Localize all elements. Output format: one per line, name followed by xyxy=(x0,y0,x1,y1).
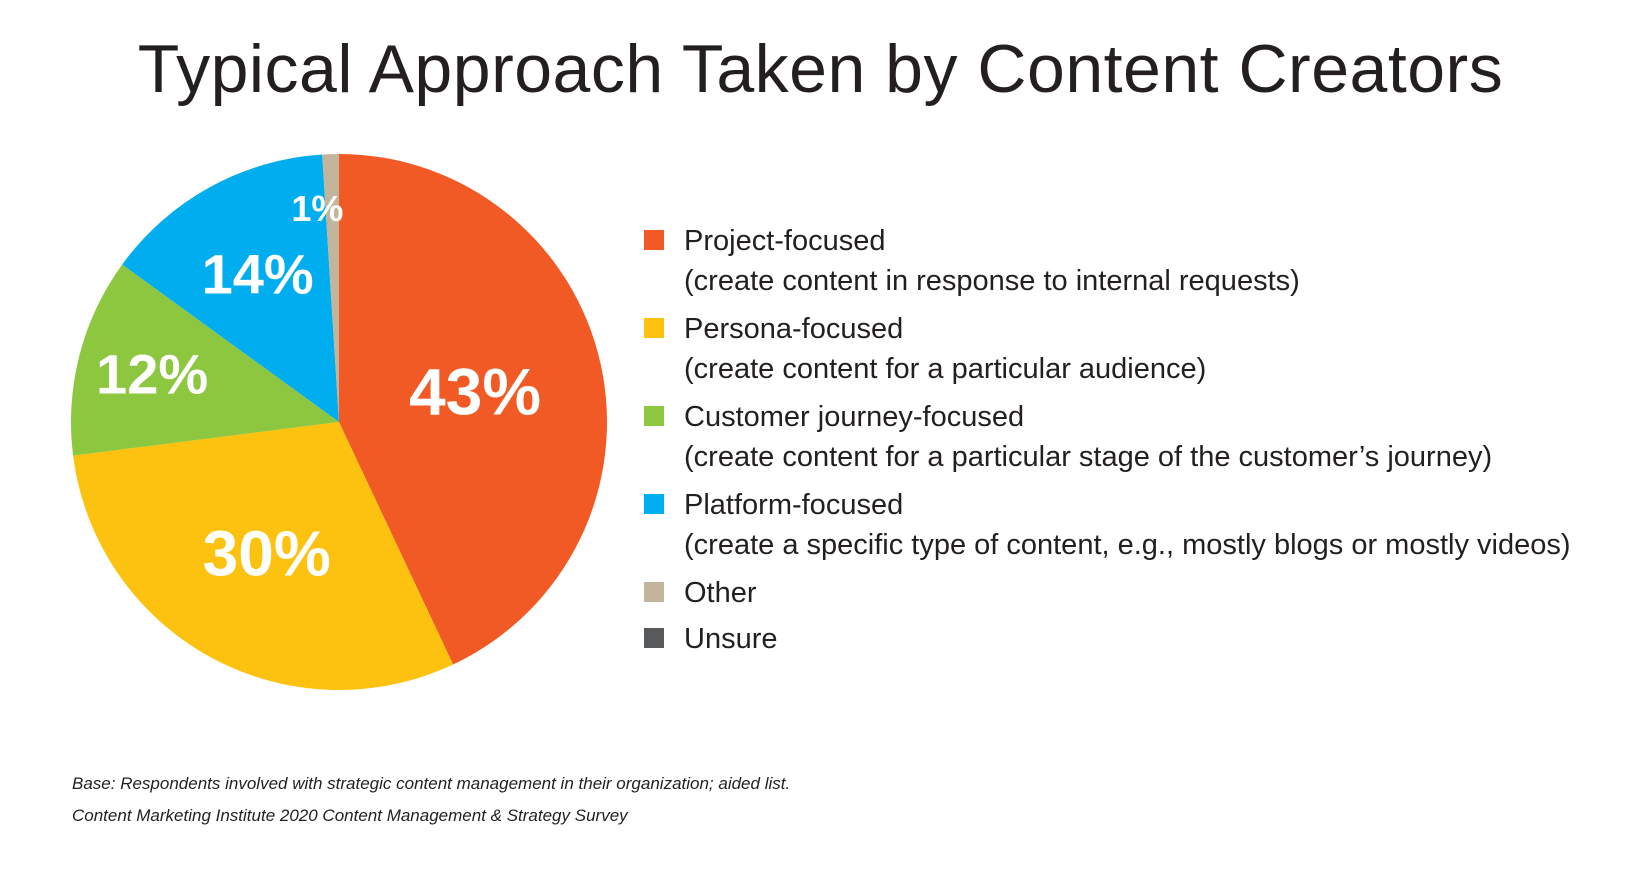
legend-name: Project-focused xyxy=(684,225,886,257)
slice-label-persona-focused: 30% xyxy=(203,518,331,590)
base-note: Base: Respondents involved with strategi… xyxy=(72,774,791,793)
legend-name: Unsure xyxy=(684,623,778,655)
legend-item-other: Other xyxy=(644,574,1624,612)
pie-slice-platform-focused xyxy=(122,154,340,422)
pie-slice-project-focused xyxy=(339,154,608,665)
pie-slice-persona-focused xyxy=(73,422,454,690)
legend-item-platform-focused: Platform-focused (create a specific type … xyxy=(644,486,1624,566)
legend-description: (create content for a particular stage o… xyxy=(684,441,1493,473)
legend-swatch xyxy=(644,582,664,602)
chart-title: Typical Approach Taken by Content Creato… xyxy=(137,31,1504,107)
legend-swatch xyxy=(644,406,664,426)
slice-label-platform-focused: 14% xyxy=(202,243,314,306)
pie-slice-customer-journey-focused xyxy=(70,264,339,456)
legend-description: (create content for a particular audienc… xyxy=(684,353,1207,385)
legend-name: Customer journey-focused xyxy=(684,401,1025,433)
legend-swatch xyxy=(644,318,664,338)
legend-description: (create content in response to internal … xyxy=(684,265,1300,297)
legend-description: (create a specific type of content, e.g.… xyxy=(684,529,1571,561)
legend-swatch xyxy=(644,628,664,648)
slice-label-project-focused: 43% xyxy=(409,355,541,429)
legend-item-project-focused: Project-focused (create content in respon… xyxy=(644,222,1624,302)
legend-item-customer-journey-focused: Customer journey-focused (create content … xyxy=(644,398,1624,478)
footer: Base: Respondents involved with strategi… xyxy=(72,768,790,832)
slice-label-customer-journey-focused: 12% xyxy=(96,343,208,406)
legend-swatch xyxy=(644,494,664,514)
slice-label-other: 1% xyxy=(291,188,343,229)
legend-item-persona-focused: Persona-focused (create content for a par… xyxy=(644,310,1624,390)
pie-chart: 43% 30% 12% 14% 1% 0% xyxy=(70,140,608,690)
legend-swatch xyxy=(644,230,664,250)
legend-name: Platform-focused xyxy=(684,489,904,521)
legend-item-unsure: Unsure xyxy=(644,620,1624,658)
legend-name: Persona-focused xyxy=(684,313,904,345)
source-note: Content Marketing Institute 2020 Content… xyxy=(72,806,628,825)
legend-name: Other xyxy=(684,577,757,609)
legend: Project-focused (create content in respon… xyxy=(644,222,1624,666)
pie-slice-other xyxy=(322,154,339,422)
slice-label-unsure: 0% xyxy=(261,140,293,141)
